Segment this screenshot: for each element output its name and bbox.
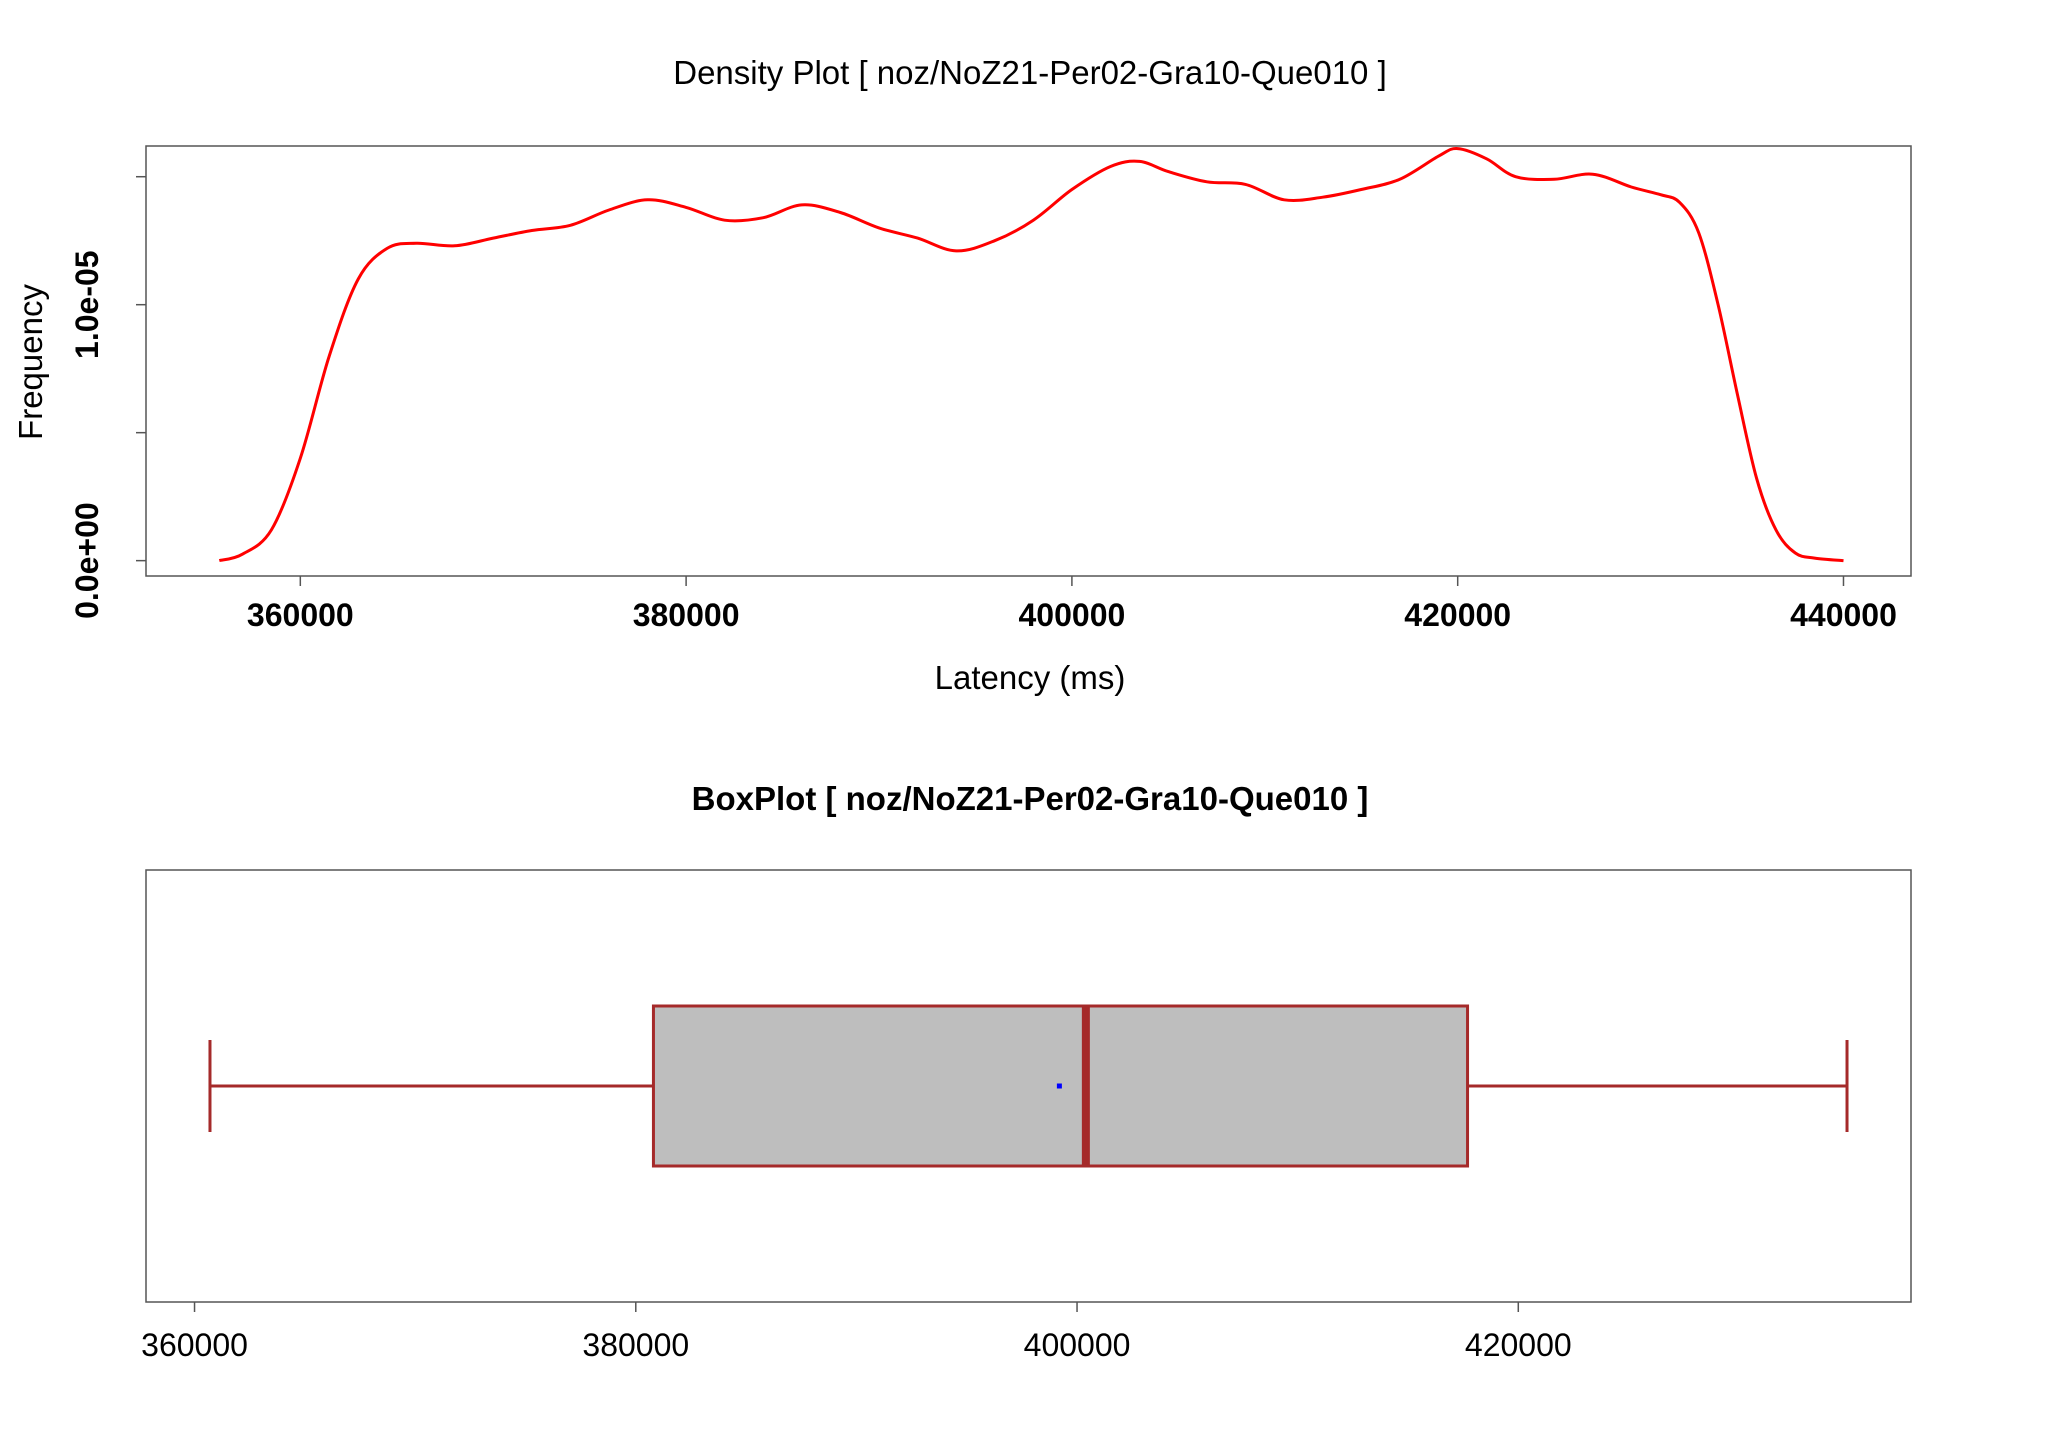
density-y-label: Frequency — [12, 284, 49, 440]
density-title: Density Plot [ noz/NoZ21-Per02-Gra10-Que… — [673, 54, 1387, 91]
box-mean-point — [1056, 1083, 1062, 1089]
density-y-axis: 0.0e+00 1.0e-05 — [69, 175, 146, 619]
box-plot: BoxPlot [ noz/NoZ21-Per02-Gra10-Que010 ]… — [141, 780, 1912, 1363]
density-x-tick-label: 420000 — [1404, 597, 1511, 633]
boxplot-x-axis: 360000 380000 400000 420000 — [141, 1302, 1572, 1363]
density-y-tick-label: 0.0e+00 — [69, 502, 105, 619]
density-y-tick-label: 1.0e-05 — [69, 250, 105, 359]
boxplot-frame — [145, 869, 1912, 1303]
density-x-tick-label: 400000 — [1019, 597, 1126, 633]
density-x-tick-label: 380000 — [633, 597, 740, 633]
density-x-tick-label: 440000 — [1790, 597, 1897, 633]
density-x-axis: 360000 380000 400000 420000 440000 — [247, 576, 1897, 633]
boxplot-x-tick-label: 400000 — [1024, 1327, 1131, 1363]
boxplot-x-tick-label: 380000 — [582, 1327, 689, 1363]
boxplot-marks — [208, 1004, 1849, 1168]
density-plot: Density Plot [ noz/NoZ21-Per02-Gra10-Que… — [12, 54, 1912, 696]
boxplot-x-tick-label: 360000 — [141, 1327, 248, 1363]
density-x-tick-label: 360000 — [247, 597, 354, 633]
density-series-line — [218, 147, 1844, 563]
boxplot-x-tick-label: 420000 — [1465, 1327, 1572, 1363]
density-plot-frame — [145, 145, 1912, 577]
boxplot-title: BoxPlot [ noz/NoZ21-Per02-Gra10-Que010 ] — [692, 780, 1369, 817]
density-x-label: Latency (ms) — [935, 659, 1126, 696]
